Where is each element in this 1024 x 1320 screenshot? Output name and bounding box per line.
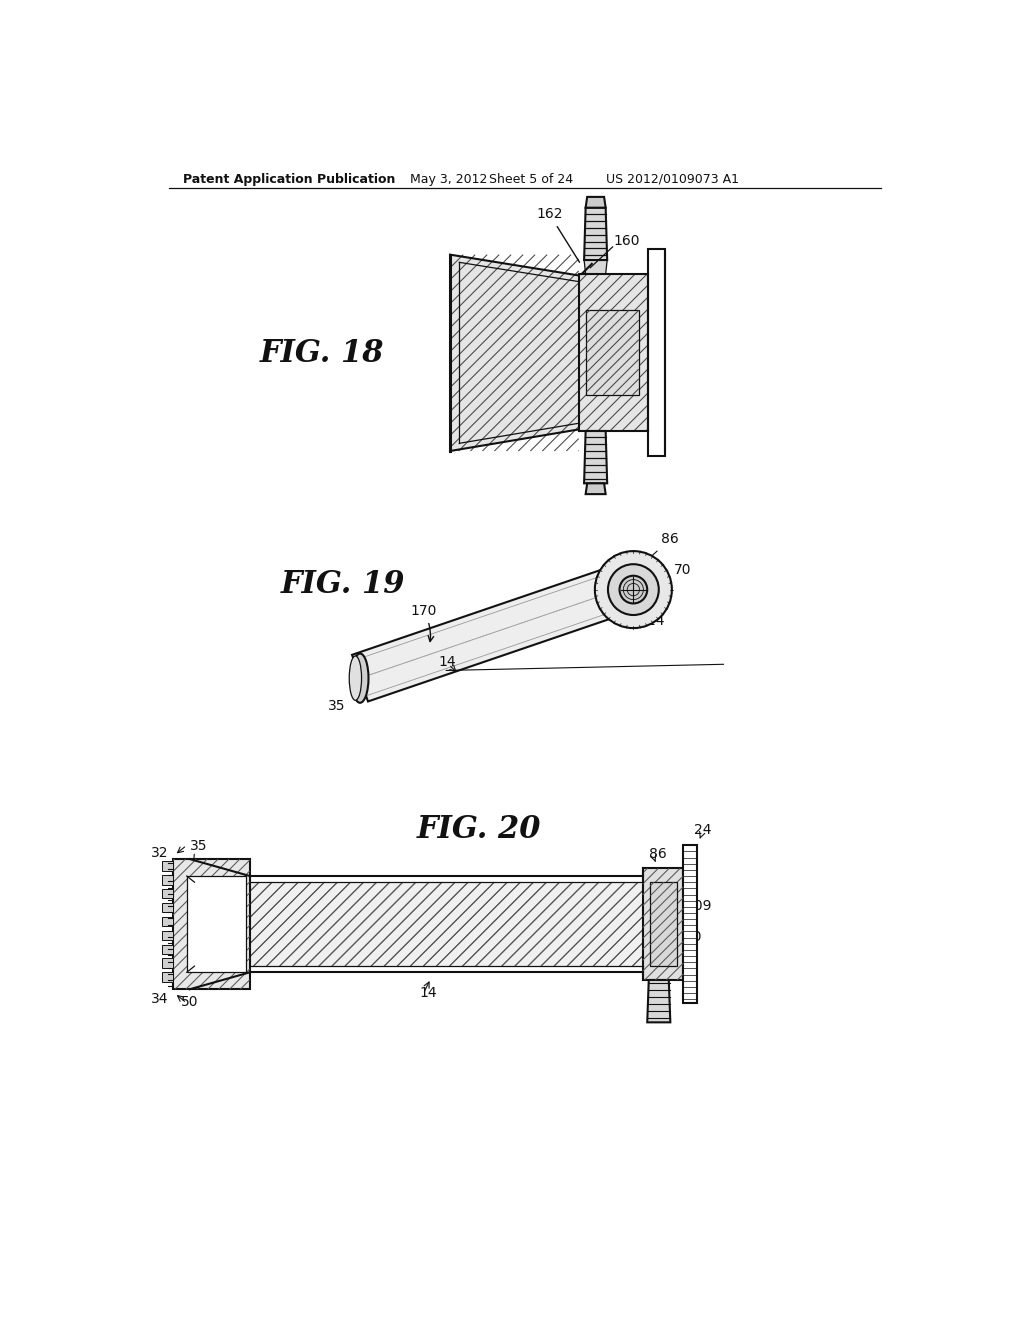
- Text: US 2012/0109073 A1: US 2012/0109073 A1: [605, 173, 738, 186]
- Circle shape: [608, 564, 658, 615]
- Polygon shape: [162, 958, 173, 968]
- Ellipse shape: [349, 656, 361, 701]
- Polygon shape: [162, 903, 173, 912]
- Text: 34: 34: [152, 993, 169, 1006]
- Text: 35: 35: [189, 840, 207, 853]
- Text: 24: 24: [694, 824, 712, 837]
- Polygon shape: [586, 197, 605, 207]
- Polygon shape: [683, 845, 697, 1003]
- Polygon shape: [173, 859, 250, 989]
- Text: 162: 162: [537, 207, 580, 263]
- Text: 14: 14: [419, 986, 437, 1001]
- Text: 86: 86: [652, 532, 679, 556]
- Polygon shape: [584, 430, 607, 483]
- Text: May 3, 2012: May 3, 2012: [410, 173, 487, 186]
- Polygon shape: [162, 945, 173, 954]
- Polygon shape: [451, 255, 579, 451]
- Polygon shape: [250, 882, 643, 966]
- Polygon shape: [587, 310, 639, 395]
- Polygon shape: [650, 882, 677, 966]
- Polygon shape: [162, 973, 173, 982]
- Text: Patent Application Publication: Patent Application Publication: [183, 173, 395, 186]
- Text: 86: 86: [649, 846, 667, 861]
- Polygon shape: [586, 483, 605, 494]
- Polygon shape: [647, 979, 671, 1022]
- Text: 32: 32: [152, 846, 169, 859]
- Text: 70: 70: [657, 564, 691, 578]
- Polygon shape: [648, 249, 665, 455]
- Circle shape: [595, 552, 672, 628]
- Polygon shape: [584, 260, 607, 275]
- Text: FIG. 20: FIG. 20: [417, 813, 542, 845]
- Polygon shape: [162, 862, 173, 871]
- Text: 109: 109: [685, 899, 712, 913]
- Text: 24: 24: [647, 614, 665, 628]
- Polygon shape: [584, 207, 607, 260]
- Polygon shape: [162, 875, 173, 884]
- Text: 170: 170: [410, 605, 436, 642]
- Polygon shape: [352, 566, 628, 701]
- Text: FIG. 18: FIG. 18: [260, 338, 384, 370]
- Text: 102: 102: [643, 931, 669, 944]
- Text: Sheet 5 of 24: Sheet 5 of 24: [489, 173, 573, 186]
- Polygon shape: [162, 917, 173, 927]
- Polygon shape: [162, 931, 173, 940]
- Text: 14: 14: [438, 655, 456, 669]
- Polygon shape: [579, 275, 648, 430]
- Polygon shape: [162, 890, 173, 899]
- Text: 70: 70: [685, 931, 702, 944]
- Text: FIG. 19: FIG. 19: [281, 569, 406, 599]
- Ellipse shape: [351, 653, 369, 702]
- Polygon shape: [186, 876, 246, 973]
- Polygon shape: [643, 869, 683, 979]
- Circle shape: [620, 576, 647, 603]
- Text: 50: 50: [180, 995, 198, 1010]
- Text: 160: 160: [613, 234, 640, 248]
- Text: 35: 35: [328, 700, 345, 714]
